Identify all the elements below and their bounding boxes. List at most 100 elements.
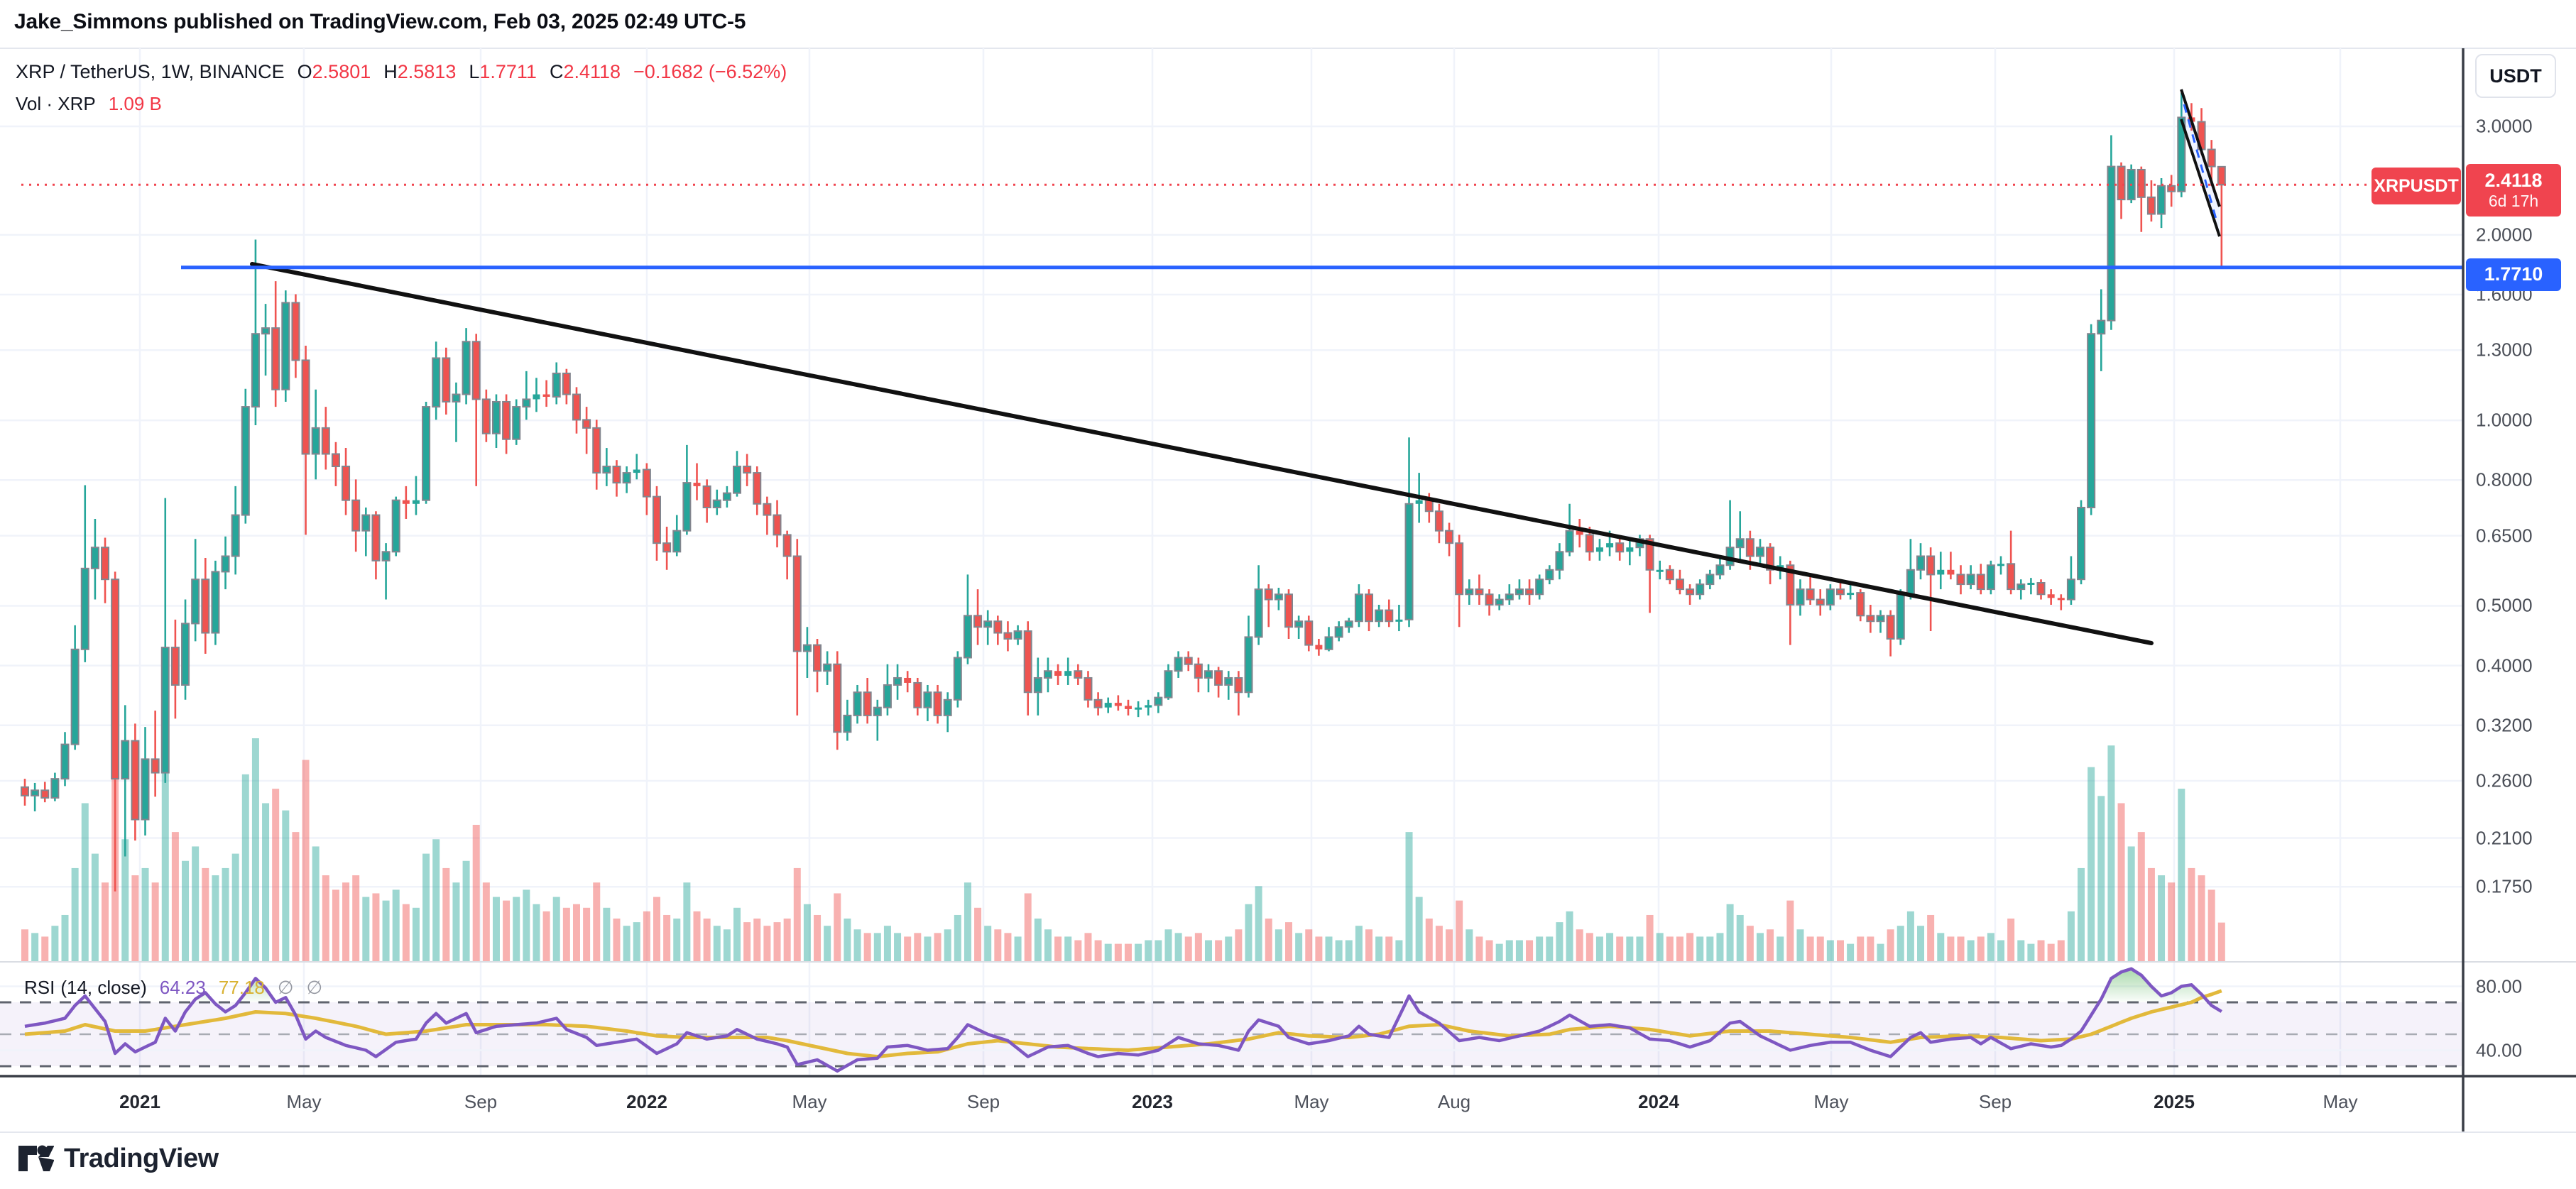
candle-body [1385, 609, 1394, 623]
candle-body [2146, 196, 2156, 215]
candle-body [2177, 116, 2186, 192]
time-axis-label: 2024 [1638, 1091, 1679, 1112]
volume-bar [71, 867, 79, 962]
volume-bar [342, 882, 350, 962]
volume-bar [1044, 929, 1052, 962]
candle-body [913, 681, 922, 708]
candle-body [1495, 598, 1504, 606]
main-legend[interactable]: XRP / TetherUS, 1W, BINANCE O 2.5801 H 2.5… [16, 61, 787, 83]
volume-bar [1495, 943, 1503, 962]
volume-bar [783, 919, 791, 962]
volume-bar [61, 914, 69, 962]
candle-body [1745, 538, 1754, 557]
candle-body [1656, 569, 1664, 572]
candle-body [1344, 620, 1353, 628]
volume-bar [693, 911, 701, 962]
volume-bar [141, 867, 149, 962]
candle-body [1375, 609, 1384, 623]
channel-upper-line[interactable] [2180, 89, 2221, 207]
candle-body [592, 427, 601, 474]
candle-body [522, 398, 531, 408]
rsi-overbought-fill [238, 978, 289, 1002]
currency-toggle-button[interactable]: USDT [2475, 54, 2556, 98]
candle-body [1986, 564, 1995, 591]
candle-body [602, 466, 611, 474]
volume-bar [743, 922, 751, 962]
volume-bar [1887, 929, 1894, 962]
candle-body [201, 579, 210, 634]
candle-body [422, 406, 431, 501]
candle-body [261, 327, 271, 335]
candle-body [1043, 670, 1052, 679]
ohlc-low-label: L [469, 61, 480, 82]
candle-body [1766, 547, 1775, 571]
volume-bar [1566, 911, 1573, 962]
candle-body [1555, 551, 1564, 571]
candle-body [642, 469, 651, 498]
volume-bar [372, 893, 380, 962]
volume-bar [873, 933, 881, 962]
candle-body [211, 571, 220, 634]
volume-bar [914, 933, 922, 962]
volume-bar [1656, 933, 1664, 962]
tradingview-logo[interactable]: TradingView [17, 1140, 219, 1177]
volume-bar [513, 897, 520, 962]
volume-bar [1616, 936, 1624, 962]
channel-mid-line[interactable] [2183, 104, 2218, 222]
candle-body [693, 483, 701, 486]
candle-body [2057, 598, 2065, 601]
volume-bar [81, 803, 89, 962]
symbol-price-tag: XRPUSDT [2372, 168, 2461, 204]
candle-body [853, 691, 862, 716]
candle-body [1154, 696, 1163, 706]
volume-bar [1526, 940, 1534, 962]
candle-body [1003, 632, 1013, 640]
candle-body [311, 427, 320, 455]
volume-bar [1626, 936, 1634, 962]
candle-body [241, 406, 250, 516]
candle-body [502, 400, 511, 440]
candle-body [1145, 705, 1152, 708]
volume-bar [1315, 936, 1323, 962]
descending-trendline[interactable] [250, 262, 2154, 645]
candle-body [953, 657, 962, 701]
ohlc-close-label: C [549, 61, 564, 82]
candle-body [1956, 574, 1965, 586]
candle-body [181, 623, 190, 686]
volume-legend[interactable]: Vol · XRP 1.09 B [16, 93, 162, 115]
candle-body [973, 615, 983, 628]
candle-body [291, 302, 300, 361]
candle-body [1525, 588, 1534, 596]
candle-body [452, 393, 461, 402]
volume-bar [593, 882, 601, 962]
candle-body [1354, 593, 1363, 623]
volume-bar [1546, 936, 1554, 962]
volume-bar [2078, 867, 2085, 962]
candle-body [1565, 530, 1574, 553]
candle-body [763, 503, 772, 516]
candle-body [1174, 657, 1183, 672]
candle-body [1606, 543, 1614, 548]
support-price-badge: 1.7710 [2466, 258, 2561, 291]
volume-bar [2027, 943, 2035, 962]
candle-body [1074, 670, 1083, 679]
candle-body [1585, 534, 1594, 553]
volume-bar [1796, 929, 1804, 962]
volume-bar [2007, 919, 2015, 962]
volume-bar [412, 907, 420, 962]
volume-bar [2158, 875, 2166, 962]
candle-body [191, 579, 200, 625]
channel-lower-line[interactable] [2180, 119, 2221, 237]
ohlc-open-value: 2.5801 [312, 61, 371, 82]
candle-body [381, 551, 391, 561]
volume-bar [1896, 926, 1904, 962]
volume-bar [1917, 926, 1925, 962]
rsi-legend[interactable]: RSI (14, close) 64.23 77.18 ∅ ∅ [24, 977, 322, 999]
volume-bar [1325, 936, 1333, 962]
volume-bar [1746, 926, 1754, 962]
symbol-title[interactable]: XRP / TetherUS, 1W, BINANCE [16, 61, 285, 82]
volume-bar [262, 803, 270, 962]
candle-body [2016, 583, 2026, 591]
volume-bar [814, 914, 822, 962]
